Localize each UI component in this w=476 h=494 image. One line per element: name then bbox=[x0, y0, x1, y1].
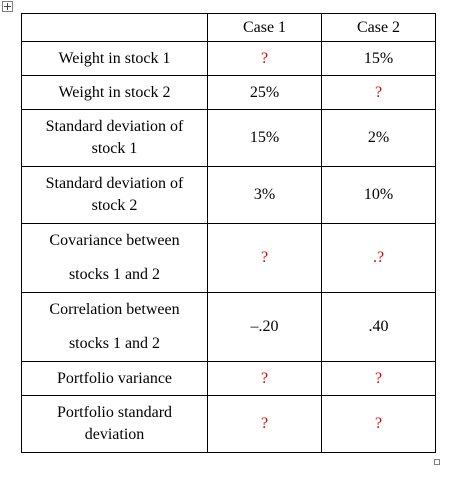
row-label: Portfolio variance bbox=[21, 361, 208, 396]
table-row: Covariance between stocks 1 and 2 ? .? bbox=[21, 223, 436, 293]
row-label-line-2: stocks 1 and 2 bbox=[68, 335, 161, 352]
case-1-value: 25% bbox=[207, 75, 322, 110]
case-1-value: ? bbox=[207, 361, 322, 396]
table-row: Standard deviation of stock 2 3% 10% bbox=[21, 166, 436, 224]
header-case-1: Case 1 bbox=[207, 13, 322, 42]
row-label: Correlation between stocks 1 and 2 bbox=[21, 292, 208, 362]
case-2-value: 15% bbox=[321, 41, 436, 76]
row-label-line-2: deviation bbox=[84, 426, 145, 443]
case-1-value: –.20 bbox=[207, 292, 322, 362]
table-row: Correlation between stocks 1 and 2 –.20 … bbox=[21, 292, 436, 362]
row-label-line-2: stock 1 bbox=[91, 140, 138, 157]
case-1-value: 3% bbox=[207, 166, 322, 224]
row-label-line-1: Correlation between bbox=[49, 301, 180, 318]
row-label-line-1: Covariance between bbox=[49, 232, 180, 249]
row-label-line-2: stocks 1 and 2 bbox=[68, 266, 161, 283]
table-row: Weight in stock 1 ? 15% bbox=[21, 41, 436, 76]
row-label-text: Weight in stock 2 bbox=[58, 83, 171, 101]
table-resize-handle[interactable] bbox=[434, 459, 440, 465]
row-label: Standard deviation of stock 2 bbox=[21, 166, 208, 224]
table-row: Standard deviation of stock 1 15% 2% bbox=[21, 109, 436, 167]
row-label-line-2: stock 2 bbox=[91, 197, 138, 214]
row-label-line-1: Portfolio standard bbox=[56, 404, 173, 421]
row-label: Portfolio standard deviation bbox=[21, 395, 208, 453]
row-label: Covariance between stocks 1 and 2 bbox=[21, 223, 208, 293]
case-2-value: .40 bbox=[321, 292, 436, 362]
table-row: Weight in stock 2 25% ? bbox=[21, 75, 436, 110]
row-label: Standard deviation of stock 1 bbox=[21, 109, 208, 167]
header-case-2: Case 2 bbox=[321, 13, 436, 42]
case-2-value: .? bbox=[321, 223, 436, 293]
case-2-value: 2% bbox=[321, 109, 436, 167]
case-1-value: ? bbox=[207, 223, 322, 293]
case-1-value: ? bbox=[207, 395, 322, 453]
case-2-value: 10% bbox=[321, 166, 436, 224]
case-1-value: 15% bbox=[207, 109, 322, 167]
data-table: Case 1 Case 2 Weight in stock 1 ? 15% We… bbox=[21, 13, 436, 453]
header-empty-cell bbox=[21, 13, 208, 42]
case-2-value: ? bbox=[321, 361, 436, 396]
case-2-value: ? bbox=[321, 75, 436, 110]
row-label-text: Weight in stock 1 bbox=[58, 49, 171, 67]
table-header-row: Case 1 Case 2 bbox=[21, 13, 436, 42]
row-label-line-1: Standard deviation of bbox=[45, 118, 184, 135]
case-2-value: ? bbox=[321, 395, 436, 453]
row-label-text: Portfolio variance bbox=[56, 369, 173, 387]
case-1-value: ? bbox=[207, 41, 322, 76]
table-row: Portfolio variance ? ? bbox=[21, 361, 436, 396]
row-label-line-1: Standard deviation of bbox=[45, 175, 184, 192]
row-label: Weight in stock 2 bbox=[21, 75, 208, 110]
table-move-handle[interactable] bbox=[2, 1, 13, 12]
table-row: Portfolio standard deviation ? ? bbox=[21, 395, 436, 453]
row-label: Weight in stock 1 bbox=[21, 41, 208, 76]
